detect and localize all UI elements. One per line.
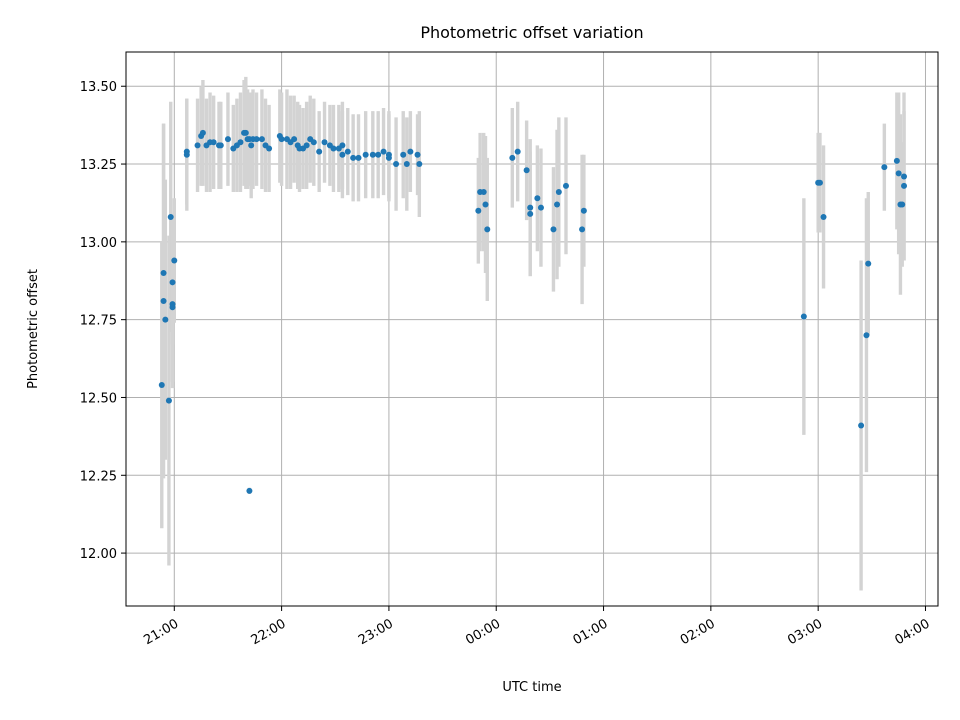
- data-point: [414, 151, 421, 158]
- y-tick-label: 13.50: [80, 80, 117, 95]
- data-point: [484, 226, 491, 233]
- x-axis-label: UTC time: [502, 680, 561, 695]
- y-axis-label: Photometric offset: [26, 269, 41, 389]
- y-tick-label: 12.00: [80, 547, 117, 562]
- data-point: [162, 316, 169, 323]
- data-point: [858, 422, 865, 429]
- data-points: [158, 129, 908, 494]
- data-point: [514, 148, 521, 155]
- data-point: [527, 204, 534, 211]
- x-tick-label: 01:00: [571, 616, 611, 648]
- data-point: [183, 148, 190, 155]
- data-point: [217, 142, 224, 149]
- chart-title: Photometric offset variation: [420, 23, 643, 42]
- data-point: [169, 279, 176, 286]
- data-point: [310, 139, 317, 146]
- data-point: [475, 207, 482, 214]
- data-point: [403, 161, 410, 168]
- data-point: [237, 139, 244, 146]
- y-tick-label: 13.00: [80, 236, 117, 251]
- data-point: [865, 260, 872, 267]
- data-point: [224, 136, 231, 143]
- data-point: [562, 182, 569, 189]
- data-point: [534, 195, 541, 202]
- error-bars: [160, 76, 906, 591]
- data-point: [800, 313, 807, 320]
- x-tick-label: 23:00: [356, 616, 396, 648]
- data-point: [816, 179, 823, 186]
- y-tick-label: 12.25: [80, 469, 117, 484]
- data-point: [258, 136, 265, 143]
- data-point: [362, 151, 369, 158]
- data-point: [158, 382, 165, 389]
- data-point: [893, 157, 900, 164]
- x-tick-label: 03:00: [785, 616, 825, 648]
- y-axis: 12.00 12.25 12.50 12.75 13.00 13.25 13.50: [80, 80, 126, 562]
- data-point: [248, 142, 255, 149]
- data-point: [579, 226, 586, 233]
- x-axis: 21:00 22:00 23:00 00:00 01:00 02:00 03:00 04:00: [141, 606, 932, 648]
- data-point: [160, 297, 167, 304]
- y-tick-label: 12.50: [80, 391, 117, 406]
- data-point: [344, 148, 351, 155]
- data-point: [321, 139, 328, 146]
- data-point: [165, 397, 172, 404]
- x-tick-label: 02:00: [678, 616, 718, 648]
- data-point: [242, 129, 249, 136]
- data-point: [901, 182, 908, 189]
- data-point: [253, 136, 260, 143]
- data-point: [527, 210, 534, 217]
- data-point: [246, 487, 253, 494]
- data-point: [169, 304, 176, 311]
- data-point: [339, 142, 346, 149]
- x-tick-label: 04:00: [893, 616, 933, 648]
- data-point: [380, 148, 387, 155]
- data-point: [375, 151, 382, 158]
- y-tick-label: 13.25: [80, 158, 117, 173]
- data-point: [385, 154, 392, 161]
- data-point: [480, 189, 487, 196]
- data-point: [820, 213, 827, 220]
- data-point: [550, 226, 557, 233]
- data-point: [523, 167, 530, 174]
- data-point: [278, 136, 285, 143]
- data-point: [580, 207, 587, 214]
- data-point: [901, 173, 908, 180]
- data-point: [350, 154, 357, 161]
- data-point: [407, 148, 414, 155]
- data-point: [167, 213, 174, 220]
- data-point: [895, 170, 902, 177]
- data-point: [393, 161, 400, 168]
- data-point: [199, 129, 206, 136]
- y-tick-label: 12.75: [80, 314, 117, 329]
- x-tick-label: 22:00: [249, 616, 289, 648]
- data-point: [303, 142, 310, 149]
- data-point: [482, 201, 489, 208]
- data-point: [194, 142, 201, 149]
- data-point: [266, 145, 273, 152]
- data-point: [554, 201, 561, 208]
- data-point: [330, 145, 337, 152]
- data-point: [881, 164, 888, 171]
- x-tick-label: 00:00: [463, 616, 503, 648]
- data-point: [416, 161, 423, 168]
- data-point: [863, 332, 870, 339]
- plot-frame: [125, 51, 939, 607]
- data-point: [509, 154, 516, 161]
- data-point: [899, 201, 906, 208]
- data-point: [291, 136, 298, 143]
- data-point: [210, 139, 217, 146]
- data-point: [369, 151, 376, 158]
- data-point: [537, 204, 544, 211]
- data-point: [555, 189, 562, 196]
- data-point: [400, 151, 407, 158]
- data-point: [339, 151, 346, 158]
- data-point: [171, 257, 178, 264]
- data-point: [160, 269, 167, 276]
- x-tick-label: 21:00: [141, 616, 181, 648]
- data-point: [355, 154, 362, 161]
- data-point: [316, 148, 323, 155]
